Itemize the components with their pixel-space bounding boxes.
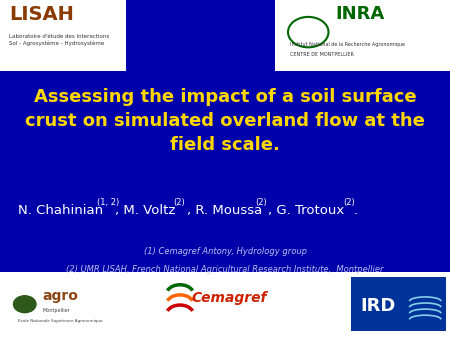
Text: , G. Trotoux: , G. Trotoux xyxy=(268,204,344,217)
Text: Assessing the impact of a soil surface
crust on simulated overland flow at the
f: Assessing the impact of a soil surface c… xyxy=(25,88,425,154)
Text: Institut National de la Recherche Agronomique: Institut National de la Recherche Agrono… xyxy=(290,42,405,47)
Text: IRD: IRD xyxy=(360,297,396,315)
Bar xyxy=(351,277,446,331)
Text: (2): (2) xyxy=(173,198,185,207)
Text: Montpellier: Montpellier xyxy=(43,308,71,313)
Text: CENTRE DE MONTPELLIER: CENTRE DE MONTPELLIER xyxy=(290,52,354,57)
Text: Laboratoire d'étude des Interactions
Sol - Agrosystème - Hydrosystème: Laboratoire d'étude des Interactions Sol… xyxy=(9,34,109,46)
Text: , R. Moussa: , R. Moussa xyxy=(187,204,262,217)
Text: INRA: INRA xyxy=(335,5,384,23)
Text: (1, 2): (1, 2) xyxy=(97,198,119,207)
Text: Cemagref: Cemagref xyxy=(191,291,267,305)
Bar xyxy=(0,0,126,71)
Text: .: . xyxy=(353,204,357,217)
Text: agro: agro xyxy=(43,289,79,303)
Text: (2): (2) xyxy=(256,198,267,207)
Bar xyxy=(274,0,450,71)
Text: LISAH: LISAH xyxy=(9,5,74,24)
Text: (1) Cemagref Antony, Hydrology group: (1) Cemagref Antony, Hydrology group xyxy=(144,247,306,256)
Bar xyxy=(0,272,450,338)
Circle shape xyxy=(14,296,36,313)
Text: Ecole Nationale Supérieure Agronomique: Ecole Nationale Supérieure Agronomique xyxy=(18,319,103,323)
Text: (2): (2) xyxy=(343,198,355,207)
Text: N. Chahinian: N. Chahinian xyxy=(18,204,103,217)
Text: (2) UMR LISAH, French National Agricultural Research Institute,  Montpellier: (2) UMR LISAH, French National Agricultu… xyxy=(66,265,384,274)
Text: , M. Voltz: , M. Voltz xyxy=(115,204,175,217)
